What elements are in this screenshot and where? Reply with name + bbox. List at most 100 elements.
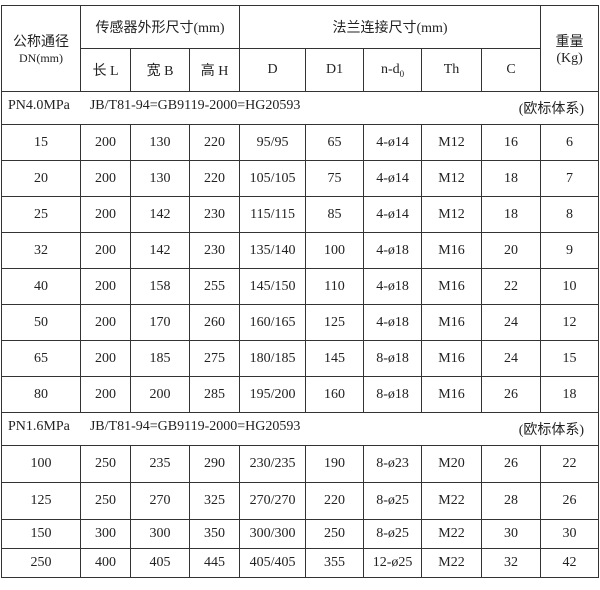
table-cell: 4-ø18 [363,232,423,269]
table-cell: 15 [1,124,81,161]
table-cell: M16 [421,232,483,269]
table-cell: 260 [188,304,241,341]
table-cell: 220 [188,124,241,161]
flange-dimensions-header: 法兰连接尺寸(mm) [239,5,542,49]
table-cell: 325 [188,482,241,520]
table-cell: 20 [481,232,542,269]
table-cell: 125 [1,482,81,520]
table-cell: 8-ø25 [363,519,423,549]
table-cell: 200 [80,304,131,341]
n-d-subscript: 0 [399,68,405,79]
table-cell: 50 [1,304,81,341]
table-row: 65 200 185 275 180/185 145 8-ø18 M16 24 15 [1,340,600,377]
table-cell: 405 [130,548,190,578]
flange-dimension-table: 公称通径 DN(mm) 传感器外形尺寸(mm) 法兰连接尺寸(mm) 重量 (Kg)… [0,5,600,578]
table-cell: M12 [421,160,483,197]
table-cell: 130 [130,160,190,197]
standard-system: (欧标体系) [518,102,585,117]
table-cell: M20 [421,445,483,483]
table-cell: 16 [481,124,542,161]
table-cell: 200 [80,160,131,197]
table-cell: 6 [540,124,600,161]
table-cell: 270 [130,482,190,520]
col-d: D [239,48,307,92]
table-cell: 230 [188,196,241,233]
table-row: 20 200 130 220 105/105 75 4-ø14 M12 18 7 [1,160,600,197]
table-cell: M16 [421,376,483,413]
table-row: 40 200 158 255 145/150 110 4-ø18 M16 22 10 [1,268,600,305]
table-cell: 160 [305,376,365,413]
table-cell: 400 [80,548,131,578]
sensor-dimensions-header: 传感器外形尺寸(mm) [79,5,241,49]
table-cell: 12-ø25 [363,548,423,578]
table-cell: 150 [1,519,81,549]
table-cell: M22 [421,482,483,520]
table-cell: 42 [540,548,600,578]
pressure-rating: PN1.6MPa [8,419,70,434]
table-cell: 250 [1,548,81,578]
header-row: 公称通径 DN(mm) 传感器外形尺寸(mm) 法兰连接尺寸(mm) 重量 (Kg) [1,5,600,92]
table-cell: 32 [481,548,542,578]
table-cell: M22 [421,548,483,578]
table-cell: 230 [188,232,241,269]
table-cell: 4-ø18 [363,268,423,305]
table-cell: 200 [80,232,131,269]
n-d-label: n-d [380,61,400,77]
table-cell: 30 [481,519,542,549]
table-cell: 350 [188,519,241,549]
table-cell: 85 [305,196,365,233]
table-cell: 26 [540,482,600,520]
table-cell: 300/300 [239,519,307,549]
table-cell: 40 [1,268,81,305]
table-cell: 105/105 [239,160,307,197]
table-cell: M16 [421,304,483,341]
table-cell: 250 [305,519,365,549]
table-cell: M12 [421,124,483,161]
table-cell: 18 [540,376,600,413]
table-cell: 290 [188,445,241,483]
table-cell: 95/95 [239,124,307,161]
table-cell: 300 [80,519,131,549]
table-cell: 230/235 [239,445,307,483]
col-length: 长 L [80,48,131,92]
subheader-row: 长 L 宽 B 高 H D D1 n-d0 Th C [2,48,599,92]
table-cell: 170 [130,304,190,341]
table-cell: 18 [481,160,542,197]
table-row: 250 400 405 445 405/405 355 12-ø25 M22 32 42 [1,548,600,578]
table-cell: 200 [80,376,131,413]
col-c: C [481,48,542,92]
table-cell: 220 [188,160,241,197]
table-row: 32 200 142 230 135/140 100 4-ø18 M16 20 9 [1,232,600,269]
table-cell: 65 [1,340,81,377]
table-cell: M12 [421,196,483,233]
table-cell: 135/140 [239,232,307,269]
col-n-d0: n-d0 [363,48,423,92]
table-cell: M22 [421,519,483,549]
table-cell: 26 [481,376,542,413]
table-cell: 220 [305,482,365,520]
dn-header: 公称通径 DN(mm) [1,5,81,92]
table-cell: 445 [188,548,241,578]
table-cell: 110 [305,268,365,305]
table-cell: 8-ø23 [363,445,423,483]
table-cell: 160/165 [239,304,307,341]
table-cell: 250 [80,482,131,520]
table-cell: 8-ø25 [363,482,423,520]
weight-label: 重量 [555,34,584,50]
table-cell: 250 [80,445,131,483]
table-cell: 9 [540,232,600,269]
table-cell: 180/185 [239,340,307,377]
standard-system: (欧标体系) [518,423,585,438]
table-cell: 32 [1,232,81,269]
table-row: 15 200 130 220 95/95 65 4-ø14 M12 16 6 [1,124,600,161]
table-cell: 8-ø18 [363,376,423,413]
table-cell: 190 [305,445,365,483]
table-cell: 270/270 [239,482,307,520]
table-cell: 142 [130,196,190,233]
table-cell: 7 [540,160,600,197]
table-cell: 130 [130,124,190,161]
table-row: 150 300 300 350 300/300 250 8-ø25 M22 30 30 [1,519,600,549]
table-cell: 10 [540,268,600,305]
table-cell: 142 [130,232,190,269]
dn-label: 公称通径 [13,35,69,50]
